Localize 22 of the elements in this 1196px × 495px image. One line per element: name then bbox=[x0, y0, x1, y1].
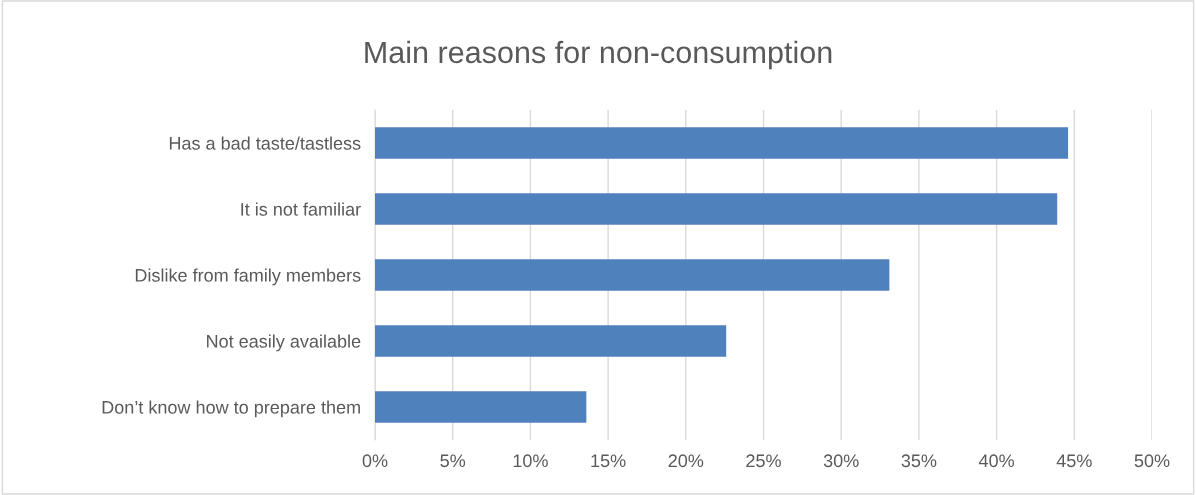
bar bbox=[375, 391, 587, 423]
x-tick-label: 0% bbox=[362, 454, 388, 468]
x-tick-label: 45% bbox=[1056, 454, 1092, 468]
x-tick-label: 40% bbox=[978, 454, 1015, 468]
bar bbox=[375, 193, 1058, 225]
bar bbox=[375, 259, 890, 291]
y-tick-label: It is not familiar bbox=[241, 202, 361, 216]
y-tick-label: Has a bad taste/tastless bbox=[169, 136, 361, 150]
y-tick-label: Dislike from family members bbox=[135, 268, 361, 286]
x-tick-label: 30% bbox=[823, 454, 859, 468]
x-tick-label: 50% bbox=[1134, 454, 1170, 468]
x-tick-label: 20% bbox=[668, 454, 704, 468]
bar bbox=[375, 325, 727, 357]
x-tick-label: 35% bbox=[901, 454, 937, 468]
x-tick-label: 5% bbox=[440, 454, 466, 468]
x-tick-label: 15% bbox=[591, 454, 626, 468]
y-tick-label: Not easily available bbox=[207, 334, 361, 352]
x-tick-label: 10% bbox=[513, 454, 548, 468]
bar bbox=[375, 127, 1069, 159]
x-tick-label: 25% bbox=[746, 454, 781, 468]
chart-title: Main reasons for non-consumption bbox=[365, 40, 832, 70]
y-tick-label: Don’t know how to prepare them bbox=[102, 400, 360, 418]
